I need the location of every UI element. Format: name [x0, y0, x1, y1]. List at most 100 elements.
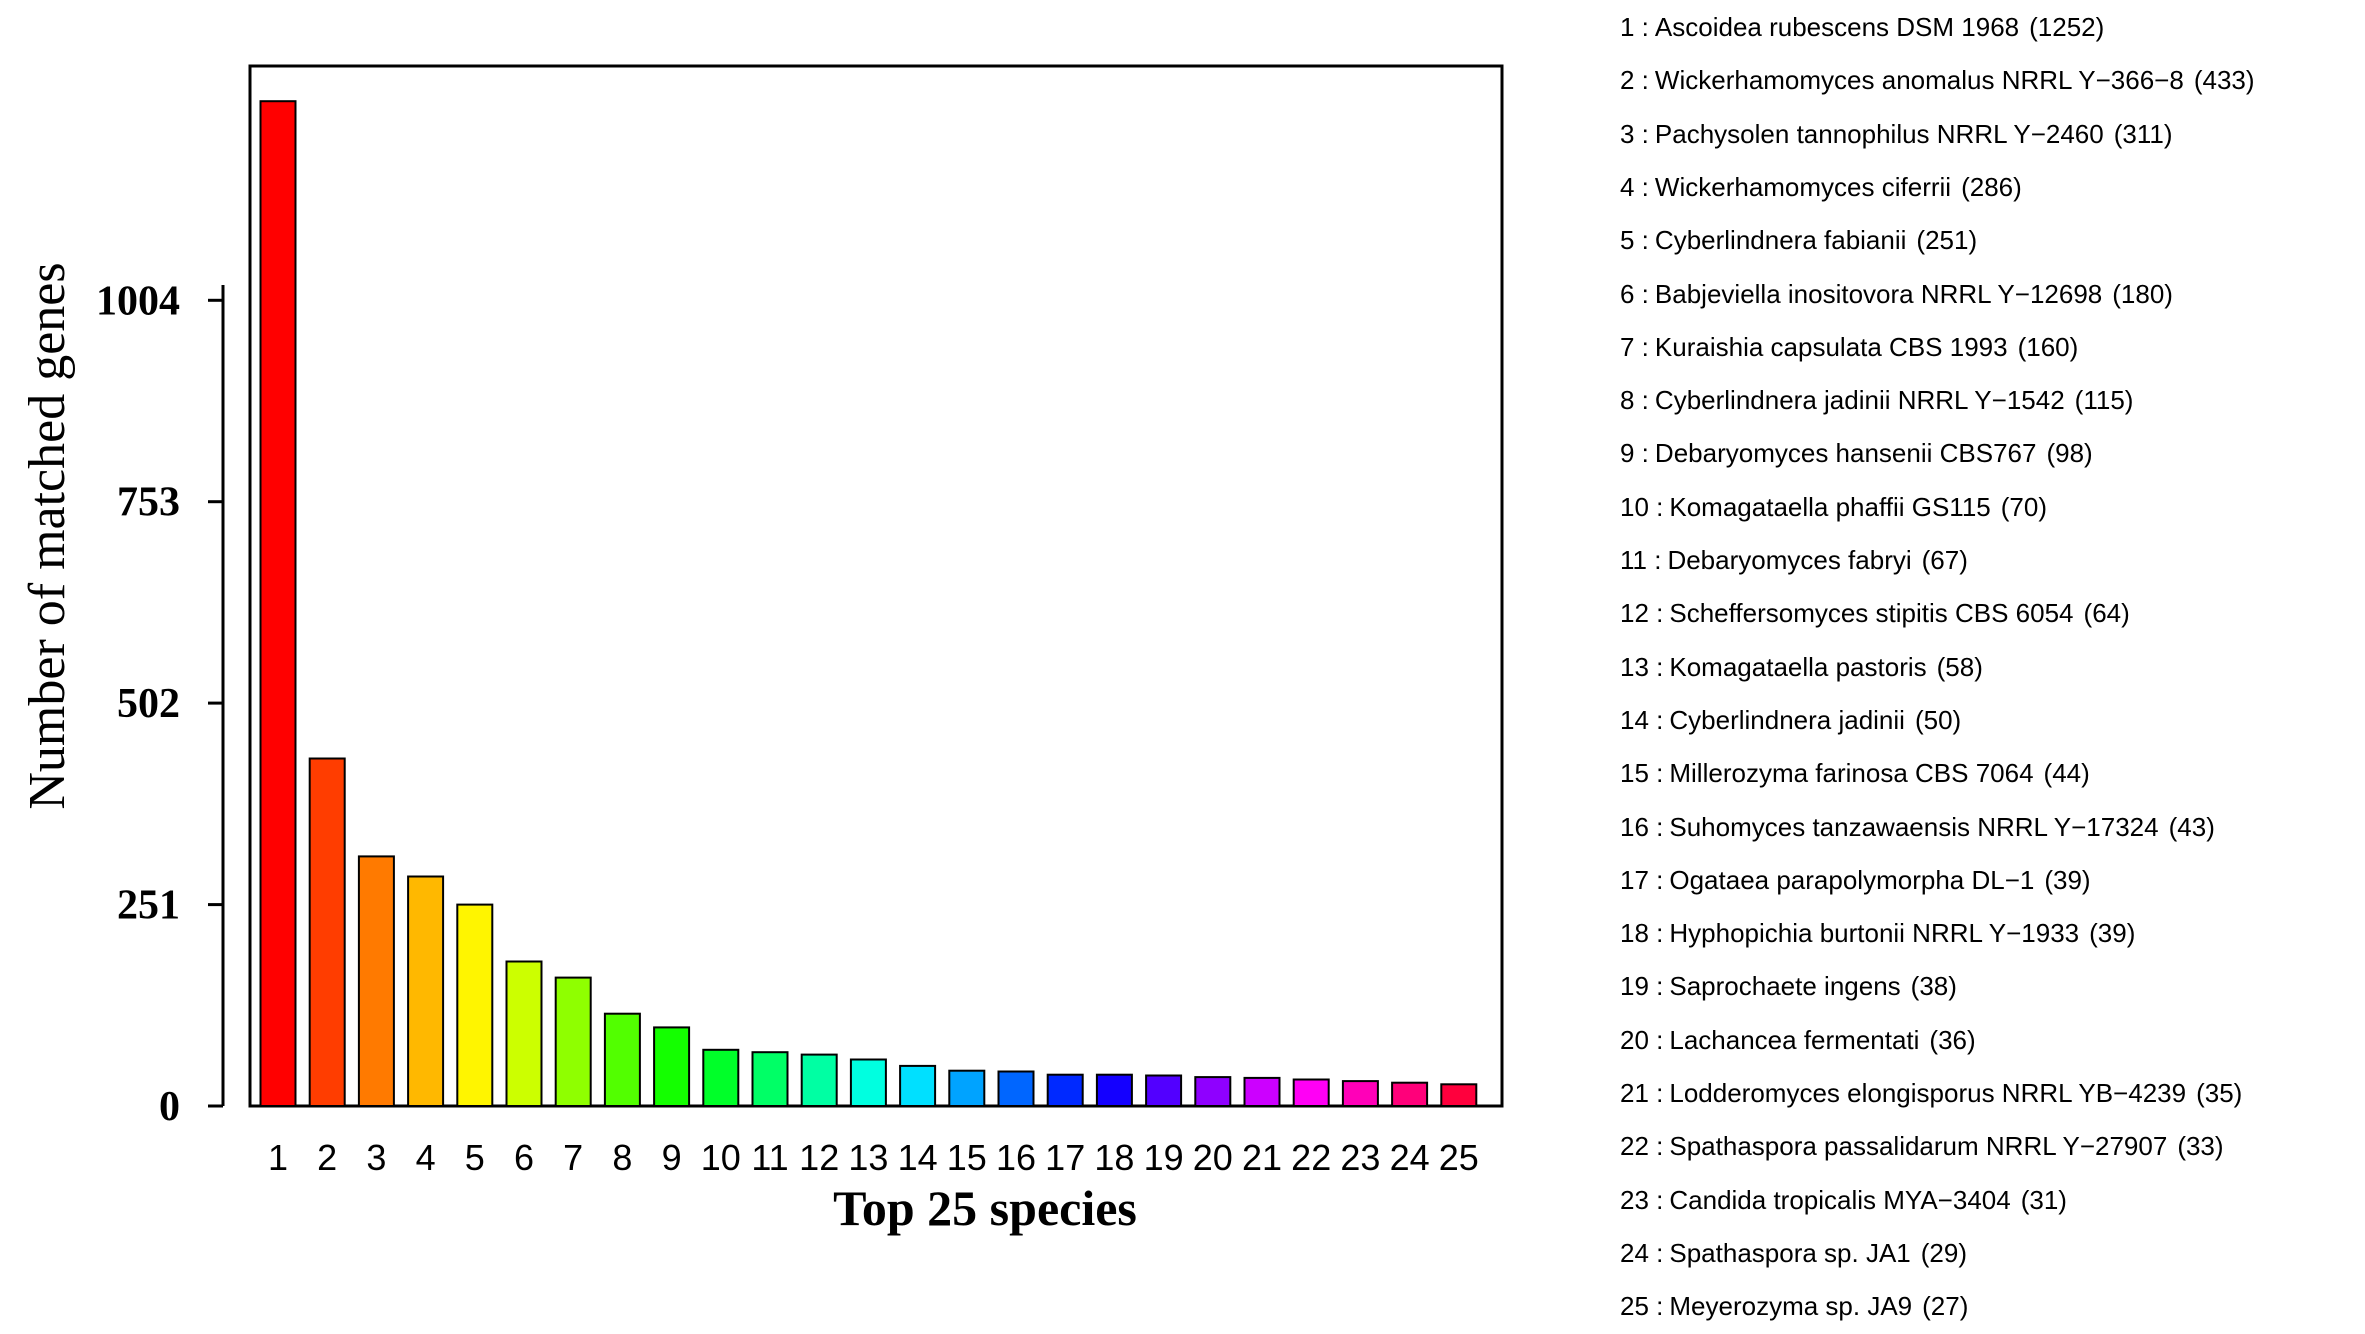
x-tick-label: 7: [563, 1137, 583, 1178]
x-tick-label: 18: [1094, 1137, 1134, 1178]
legend-species-name: Meyerozyma sp. JA9: [1669, 1291, 1913, 1322]
legend-index: 5 :: [1620, 225, 1649, 256]
legend-species-name: Kuraishia capsulata CBS 1993: [1654, 331, 2008, 362]
legend-index: 25 :: [1620, 1291, 1664, 1322]
legend-count: (38): [1910, 971, 1957, 1002]
y-tick-label: 753: [117, 480, 180, 526]
legend-count: (98): [2046, 438, 2093, 469]
legend-species-name: Debaryomyces fabryi: [1667, 545, 1912, 575]
bar-5: [456, 903, 494, 1107]
bar-4: [407, 875, 445, 1107]
x-tick-label: 22: [1291, 1137, 1331, 1178]
legend-item: 6 : Babjeviella inositovora NRRL Y−12698 (…: [1620, 279, 2173, 309]
legend-species-name: Wickerhamomyces anomalus NRRL Y−366−8: [1654, 65, 2184, 96]
legend-item: 1 : Ascoidea rubescens DSM 1968 (1252): [1620, 12, 2104, 42]
legend-item: 5 : Cyberlindnera fabianii (251): [1620, 225, 1977, 255]
legend-species-name: Suhomyces tanzawaensis NRRL Y−17324: [1669, 811, 2159, 842]
legend-item: 13 : Komagataella pastoris (58): [1620, 652, 1983, 682]
legend-species-name: Pachysolen tannophilus NRRL Y−2460: [1654, 118, 2104, 149]
legend-item: 10 : Komagataella phaffii GS115 (70): [1620, 492, 2047, 522]
x-tick-label: 8: [612, 1137, 632, 1178]
legend-count: (58): [1936, 651, 1983, 682]
legend-species-name: Saprochaete ingens: [1669, 971, 1901, 1002]
legend-species-name: Hyphopichia burtonii NRRL Y−1933: [1669, 918, 2080, 949]
legend-index: 21 :: [1620, 1078, 1664, 1108]
legend-index: 20 :: [1620, 1024, 1664, 1055]
bar-23: [1341, 1080, 1379, 1107]
x-tick-label: 6: [514, 1137, 534, 1178]
legend-species-name: Candida tropicalis MYA−3404: [1669, 1184, 2011, 1215]
legend-species-name: Lodderomyces elongisporus NRRL YB−4239: [1669, 1078, 2187, 1108]
bar-16: [997, 1070, 1035, 1107]
bar-22: [1292, 1078, 1330, 1107]
legend-count: (286): [1961, 171, 2022, 202]
y-ticks-group: 0 251 502 753 1004: [96, 278, 223, 1130]
legend-count: (1252): [2029, 12, 2105, 42]
bar-7: [554, 976, 592, 1107]
legend-index: 6 :: [1620, 278, 1649, 309]
legend-item: 2 : Wickerhamomyces anomalus NRRL Y−366−8…: [1620, 65, 2255, 95]
bar-19: [1145, 1074, 1183, 1107]
legend-item: 14 : Cyberlindnera jadinii (50): [1620, 705, 1961, 735]
legend-item: 25 : Meyerozyma sp. JA9 (27): [1620, 1291, 1968, 1321]
legend-index: 19 :: [1620, 971, 1664, 1002]
legend-item: 12 : Scheffersomyces stipitis CBS 6054 (64…: [1620, 598, 2130, 628]
legend-index: 1 :: [1620, 12, 1649, 42]
bar-21: [1243, 1076, 1281, 1108]
legend-item: 19 : Saprochaete ingens (38): [1620, 971, 1957, 1001]
x-tick-label: 17: [1045, 1137, 1085, 1178]
x-tick-label: 14: [898, 1137, 938, 1178]
legend-index: 23 :: [1620, 1184, 1664, 1215]
x-tick-label: 25: [1439, 1137, 1479, 1178]
legend-count: (27): [1922, 1291, 1969, 1322]
legend-index: 14 :: [1620, 704, 1664, 735]
legend-count: (160): [2017, 331, 2079, 362]
legend-species-name: Lachancea fermentati: [1669, 1024, 1920, 1055]
bar-25: [1440, 1083, 1478, 1108]
legend-index: 17 :: [1620, 864, 1664, 895]
legend-index: 10 :: [1620, 491, 1664, 522]
legend-count: (35): [2196, 1078, 2243, 1108]
legend-count: (50): [1914, 704, 1962, 735]
legend-count: (36): [1929, 1024, 1976, 1055]
legend-index: 18 :: [1620, 918, 1664, 949]
legend-species-name: Ascoidea rubescens DSM 1968: [1654, 12, 2020, 42]
bar-20: [1194, 1076, 1232, 1107]
x-tick-label: 10: [701, 1137, 741, 1178]
x-tick-label: 21: [1242, 1137, 1282, 1178]
legend-count: (33): [2177, 1131, 2224, 1162]
legend-count: (39): [2089, 918, 2136, 949]
legend-count: (64): [2083, 598, 2130, 629]
legend-item: 24 : Spathaspora sp. JA1 (29): [1620, 1238, 1967, 1268]
y-tick-label: 0: [159, 1084, 180, 1130]
legend-item: 17 : Ogataea parapolymorpha DL−1 (39): [1620, 865, 2091, 895]
bar-24: [1391, 1081, 1429, 1107]
bar-11: [751, 1051, 789, 1107]
legend-count: (115): [2074, 385, 2134, 416]
legend-item: 7 : Kuraishia capsulata CBS 1993 (160): [1620, 332, 2078, 362]
x-tick-label: 23: [1340, 1137, 1380, 1178]
legend-item: 8 : Cyberlindnera jadinii NRRL Y−1542 (115…: [1620, 385, 2133, 415]
legend-index: 12 :: [1620, 598, 1664, 629]
x-tick-label: 9: [662, 1137, 682, 1178]
legend-species-name: Wickerhamomyces ciferrii: [1654, 171, 1952, 202]
bar-2: [308, 757, 346, 1107]
bar-9: [653, 1026, 691, 1108]
legend-count: (311): [2113, 118, 2173, 149]
x-tick-label: 3: [366, 1137, 386, 1178]
y-tick-label: 251: [117, 883, 180, 929]
x-tick-label: 1: [268, 1137, 288, 1178]
legend-count: (31): [2020, 1184, 2067, 1215]
x-ticks-group: 1 2 3 4 5 6 7 8 9 10 11 12 13 14 15 16 17 18 19 20 21 22 23 24 2…: [268, 1137, 1479, 1178]
y-tick-label: 1004: [96, 278, 180, 324]
legend-count: (251): [1916, 225, 1978, 256]
bar-17: [1046, 1073, 1084, 1107]
legend-species-name: Spathaspora sp. JA1: [1669, 1237, 1911, 1268]
x-tick-label: 15: [947, 1137, 987, 1178]
legend-species-name: Debaryomyces hansenii CBS767: [1654, 438, 2037, 469]
legend-item: 22 : Spathaspora passalidarum NRRL Y−2790…: [1620, 1131, 2224, 1161]
legend-count: (70): [2000, 491, 2047, 522]
legend-count: (29): [1920, 1237, 1968, 1268]
legend-index: 9 :: [1620, 438, 1649, 469]
